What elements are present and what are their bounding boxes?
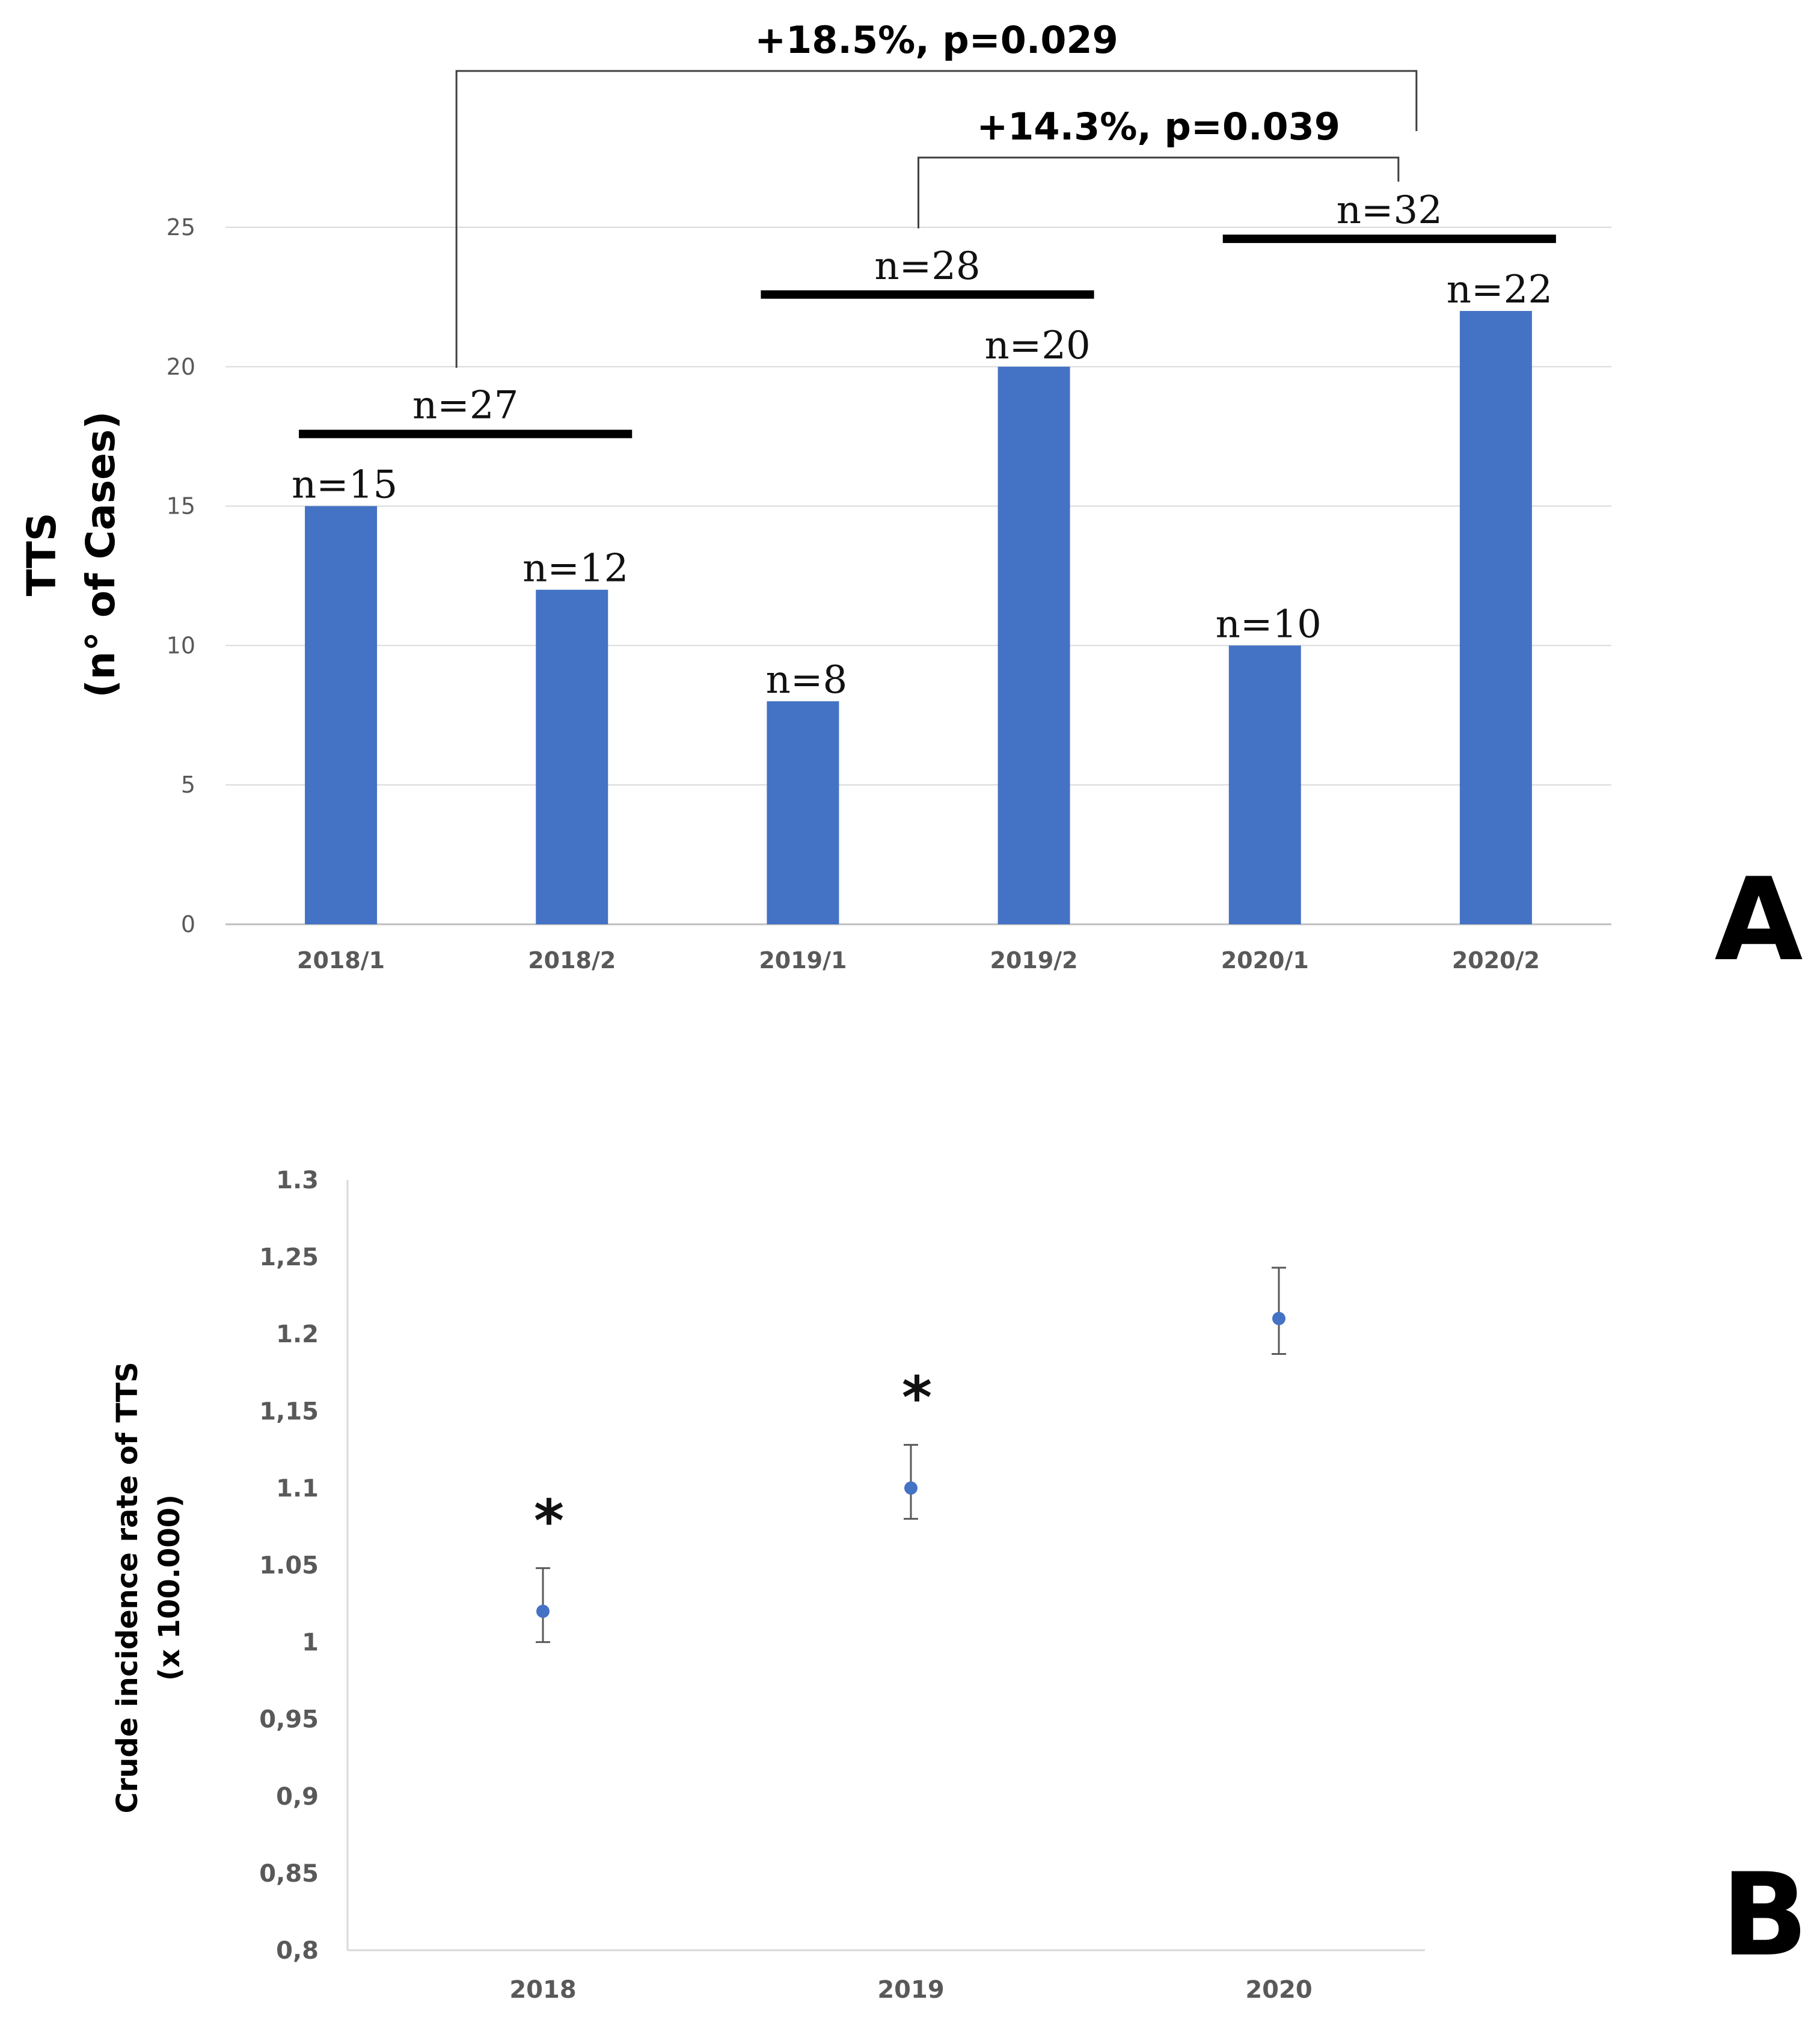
comparison-label: +18.5%, p=0.029 — [755, 18, 1118, 62]
bar-2020/2 — [1459, 311, 1532, 924]
bar-data-label: n=15 — [292, 463, 397, 508]
y-tick-label: 1,15 — [259, 1398, 319, 1425]
x-tick-label: 2019/1 — [759, 947, 847, 974]
year-total-brackets: n=27 n=28 n=32 — [299, 188, 1556, 438]
comparison-brackets: +18.5%, p=0.029 +14.3%, p=0.039 — [455, 18, 1418, 368]
year-total-label: n=32 — [1337, 188, 1442, 233]
panel-label-a: A — [1714, 853, 1803, 986]
panel-label-b: B — [1721, 1849, 1809, 1982]
y-tick-label: 5 — [181, 772, 195, 798]
x-tick-labels: 2018 2019 2020 — [509, 1976, 1312, 2004]
bar-data-label: n=10 — [1216, 602, 1322, 646]
y-tick-label: 0,95 — [259, 1706, 319, 1734]
y-tick-label: 25 — [167, 214, 195, 241]
comparison-bracket — [455, 70, 1418, 368]
significance-marker: * — [534, 1488, 564, 1555]
bar-data-label: n=20 — [984, 324, 1090, 368]
bar-2019/2 — [997, 366, 1070, 924]
x-tick-label: 2018 — [509, 1976, 576, 2004]
x-tick-label: 2019 — [877, 1976, 944, 2004]
bar-data-label: n=22 — [1447, 268, 1552, 312]
axes — [346, 1180, 1425, 1951]
scatter-chart-panel-b: 0,8 0,85 0,9 0,95 1 1.05 1.1 1,15 1.2 1,25 1.3 201… — [111, 1167, 1808, 2004]
y-tick-labels: 0,8 0,85 0,9 0,95 1 1.05 1.1 1,15 1.2 1,25 1.3 — [259, 1167, 319, 1965]
y-tick-label: 0,9 — [276, 1783, 319, 1811]
year-total-label: n=27 — [412, 384, 518, 428]
y-axis-label-line2: (n° of Cases) — [78, 411, 124, 698]
y-tick-label: 0,8 — [276, 1937, 319, 1965]
bar-data-labels: n=15 n=12 n=8 n=20 n=10 n=22 — [292, 268, 1552, 702]
x-tick-label: 2019/2 — [990, 947, 1078, 974]
y-tick-label: 1.3 — [276, 1167, 319, 1194]
y-tick-label: 20 — [167, 354, 195, 380]
y-tick-label: 10 — [167, 632, 195, 658]
bar-2018/1 — [305, 506, 378, 924]
y-tick-label: 0 — [181, 911, 195, 938]
y-tick-labels: 0 5 10 15 20 25 — [167, 214, 195, 938]
x-tick-label: 2018/1 — [297, 947, 385, 974]
bar-2019/1 — [767, 701, 839, 924]
x-tick-label: 2020 — [1245, 1976, 1312, 2004]
y-tick-label: 1.1 — [276, 1475, 319, 1502]
x-tick-label: 2020/2 — [1452, 947, 1540, 974]
x-tick-label: 2020/1 — [1221, 947, 1309, 974]
comparison-bracket — [918, 156, 1400, 229]
y-tick-label: 1.2 — [276, 1321, 319, 1348]
bars — [305, 311, 1532, 924]
year-total-label: n=28 — [874, 244, 980, 289]
gridlines — [225, 227, 1611, 926]
y-tick-label: 1,25 — [259, 1244, 319, 1271]
data-point-2019 — [904, 1481, 918, 1495]
y-tick-label: 0,85 — [259, 1860, 319, 1888]
x-tick-labels: 2018/1 2018/2 2019/1 2019/2 2020/1 2020/2 — [297, 947, 1540, 974]
data-point-2020 — [1272, 1312, 1285, 1325]
bar-2020/1 — [1228, 645, 1301, 924]
x-tick-label: 2018/2 — [528, 947, 616, 974]
data-point-2018 — [536, 1604, 550, 1618]
y-axis-label-line2: (x 100.000) — [153, 1494, 186, 1681]
y-tick-label: 1.05 — [259, 1552, 319, 1580]
points-with-error-bars: ** — [534, 1266, 1286, 1644]
bar-2018/2 — [536, 589, 608, 924]
comparison-label: +14.3%, p=0.039 — [976, 105, 1340, 149]
y-tick-label: 15 — [167, 493, 195, 520]
y-axis-label-line1: TTS — [19, 512, 65, 596]
bar-data-label: n=8 — [766, 658, 848, 702]
y-axis-label-line1: Crude incidence rate of TTS — [111, 1361, 144, 1813]
bar-data-label: n=12 — [522, 547, 628, 591]
bar-chart-panel-a: 0 5 10 15 20 25 n=15 n=12 n=8 n=20 n=10 n=22 2018/… — [19, 18, 1803, 986]
significance-marker: * — [902, 1365, 932, 1432]
y-tick-label: 1 — [302, 1629, 319, 1657]
